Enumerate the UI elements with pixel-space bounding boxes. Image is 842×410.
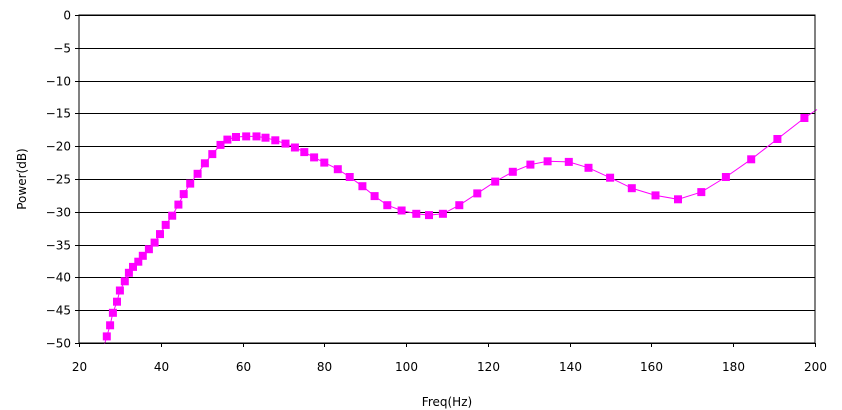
y-tick-label: −10 xyxy=(46,75,71,89)
axis-tick-marks xyxy=(75,15,816,347)
data-point xyxy=(124,268,133,277)
data-point xyxy=(455,201,464,210)
data-point xyxy=(651,191,660,200)
data-point xyxy=(150,238,159,247)
data-point xyxy=(300,148,309,157)
plot-border xyxy=(78,14,816,344)
data-point xyxy=(333,165,342,174)
data-point xyxy=(223,135,232,144)
data-point xyxy=(193,169,202,178)
data-point xyxy=(370,192,379,201)
data-point xyxy=(697,188,706,197)
x-tick-label: 80 xyxy=(317,360,332,374)
data-point xyxy=(358,182,367,191)
data-point xyxy=(345,173,354,181)
data-point xyxy=(168,211,177,220)
data-point xyxy=(138,251,147,260)
data-point xyxy=(242,132,251,141)
data-point xyxy=(397,206,406,215)
series-power xyxy=(99,109,818,354)
data-point xyxy=(747,155,756,164)
data-point xyxy=(261,133,270,142)
data-point xyxy=(115,286,124,295)
data-point xyxy=(773,135,782,143)
data-point xyxy=(271,136,280,145)
data-point xyxy=(473,189,482,198)
data-point xyxy=(186,179,195,188)
data-point xyxy=(129,262,137,271)
y-tick-label: −50 xyxy=(46,337,71,351)
x-tick-label: 200 xyxy=(804,360,827,374)
data-point xyxy=(543,157,552,166)
data-point xyxy=(438,209,447,218)
y-tick-labels: 0 −5 −10 −15 −20 −25 −30 −35 −40 −45 −50 xyxy=(46,9,71,351)
data-point xyxy=(232,133,240,141)
data-point xyxy=(310,153,319,162)
y-tick-label: −15 xyxy=(46,107,71,121)
data-point xyxy=(491,177,500,186)
data-point xyxy=(584,163,593,172)
data-point xyxy=(627,184,636,193)
y-tick-label: −35 xyxy=(46,239,71,253)
data-point xyxy=(425,211,433,220)
y-tick-label: −20 xyxy=(46,140,71,154)
x-tick-label: 180 xyxy=(722,360,745,374)
data-point xyxy=(290,143,299,152)
data-point xyxy=(179,190,188,199)
y-tick-label: −5 xyxy=(53,42,71,56)
data-point xyxy=(674,195,682,204)
x-tick-label: 120 xyxy=(477,360,500,374)
y-tick-label: 0 xyxy=(63,9,71,23)
x-tick-label: 60 xyxy=(236,360,251,374)
data-point xyxy=(200,159,209,168)
x-tick-label: 160 xyxy=(640,360,663,374)
x-tick-label: 40 xyxy=(154,360,169,374)
data-point xyxy=(412,209,421,218)
data-point xyxy=(606,173,615,182)
data-point xyxy=(174,200,183,209)
y-tick-label: −45 xyxy=(46,304,71,318)
data-point xyxy=(508,167,517,176)
y-tick-label: −40 xyxy=(46,271,71,285)
data-point xyxy=(108,308,117,317)
y-tick-label: −30 xyxy=(46,206,71,220)
y-tick-label: −25 xyxy=(46,173,71,187)
x-tick-label: 100 xyxy=(395,360,418,374)
data-point xyxy=(120,277,129,286)
y-axis-title: Power(dB) xyxy=(15,148,29,210)
data-point xyxy=(564,157,573,166)
data-point xyxy=(99,346,107,354)
data-point xyxy=(208,150,217,159)
data-point xyxy=(106,321,115,330)
data-point xyxy=(800,114,809,122)
data-point xyxy=(134,257,143,266)
x-tick-label: 140 xyxy=(559,360,582,374)
data-point xyxy=(102,332,111,341)
data-point xyxy=(144,245,153,254)
data-point xyxy=(281,139,290,148)
data-point xyxy=(156,230,164,239)
data-point xyxy=(113,297,121,306)
data-point xyxy=(526,160,535,169)
x-tick-labels: 20 40 60 80 100 120 140 160 180 200 xyxy=(72,360,827,374)
x-tick-label: 20 xyxy=(72,360,87,374)
data-point xyxy=(161,220,170,229)
data-point xyxy=(383,201,392,210)
data-point xyxy=(721,173,730,181)
data-point xyxy=(216,140,225,149)
data-point xyxy=(252,132,261,141)
x-axis-title: Freq(Hz) xyxy=(422,395,472,409)
data-point xyxy=(320,158,329,167)
